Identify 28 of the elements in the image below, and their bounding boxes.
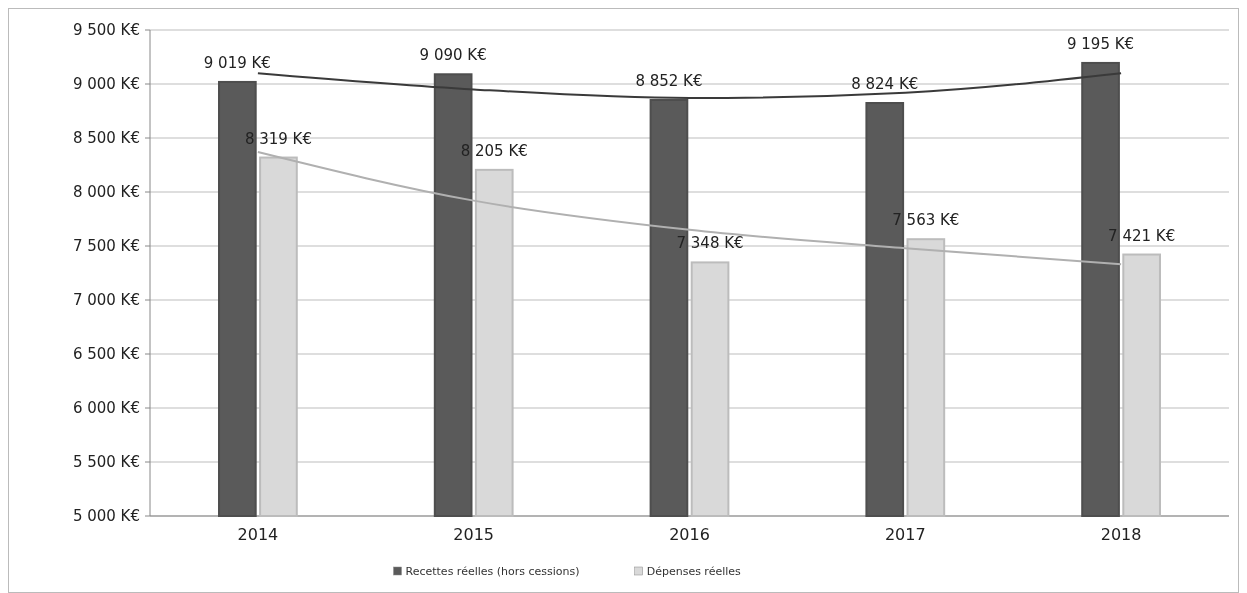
y-tick-label: 7 500 K€ <box>72 237 140 256</box>
data-label: 8 824 K€ <box>851 75 919 94</box>
y-tick-label: 8 000 K€ <box>72 183 140 202</box>
line-series <box>256 72 1123 100</box>
x-tick-label: 2018 <box>1100 525 1142 544</box>
y-tick-label: 5 000 K€ <box>72 507 140 526</box>
y-tick-label: 6 000 K€ <box>72 399 140 418</box>
x-tick-label: 2015 <box>453 525 495 544</box>
x-tick-label: 2017 <box>884 525 926 544</box>
y-tick-label: 9 000 K€ <box>72 75 140 94</box>
legend-label: Recettes réelles (hors cessions) <box>405 564 580 578</box>
data-label: 9 090 K€ <box>419 46 487 65</box>
data-label: 8 205 K€ <box>460 141 528 160</box>
x-tick-label: 2016 <box>669 525 710 544</box>
data-label: 9 019 K€ <box>203 53 271 72</box>
x-tick-label: 2014 <box>237 525 279 544</box>
y-tick-label: 7 000 K€ <box>72 291 140 310</box>
data-label: 7 563 K€ <box>892 211 960 230</box>
data-label: 8 852 K€ <box>635 71 703 90</box>
y-tick-label: 6 500 K€ <box>72 345 140 364</box>
data-label: 8 319 K€ <box>244 129 312 148</box>
data-label: 7 348 K€ <box>676 234 744 253</box>
y-tick-label: 8 500 K€ <box>72 129 140 148</box>
y-tick-label: 9 500 K€ <box>72 21 140 40</box>
data-label: 7 421 K€ <box>1108 226 1176 245</box>
y-tick-label: 5 500 K€ <box>72 453 140 472</box>
legend-label: Dépenses réelles <box>646 564 742 578</box>
data-label: 9 195 K€ <box>1067 34 1135 53</box>
